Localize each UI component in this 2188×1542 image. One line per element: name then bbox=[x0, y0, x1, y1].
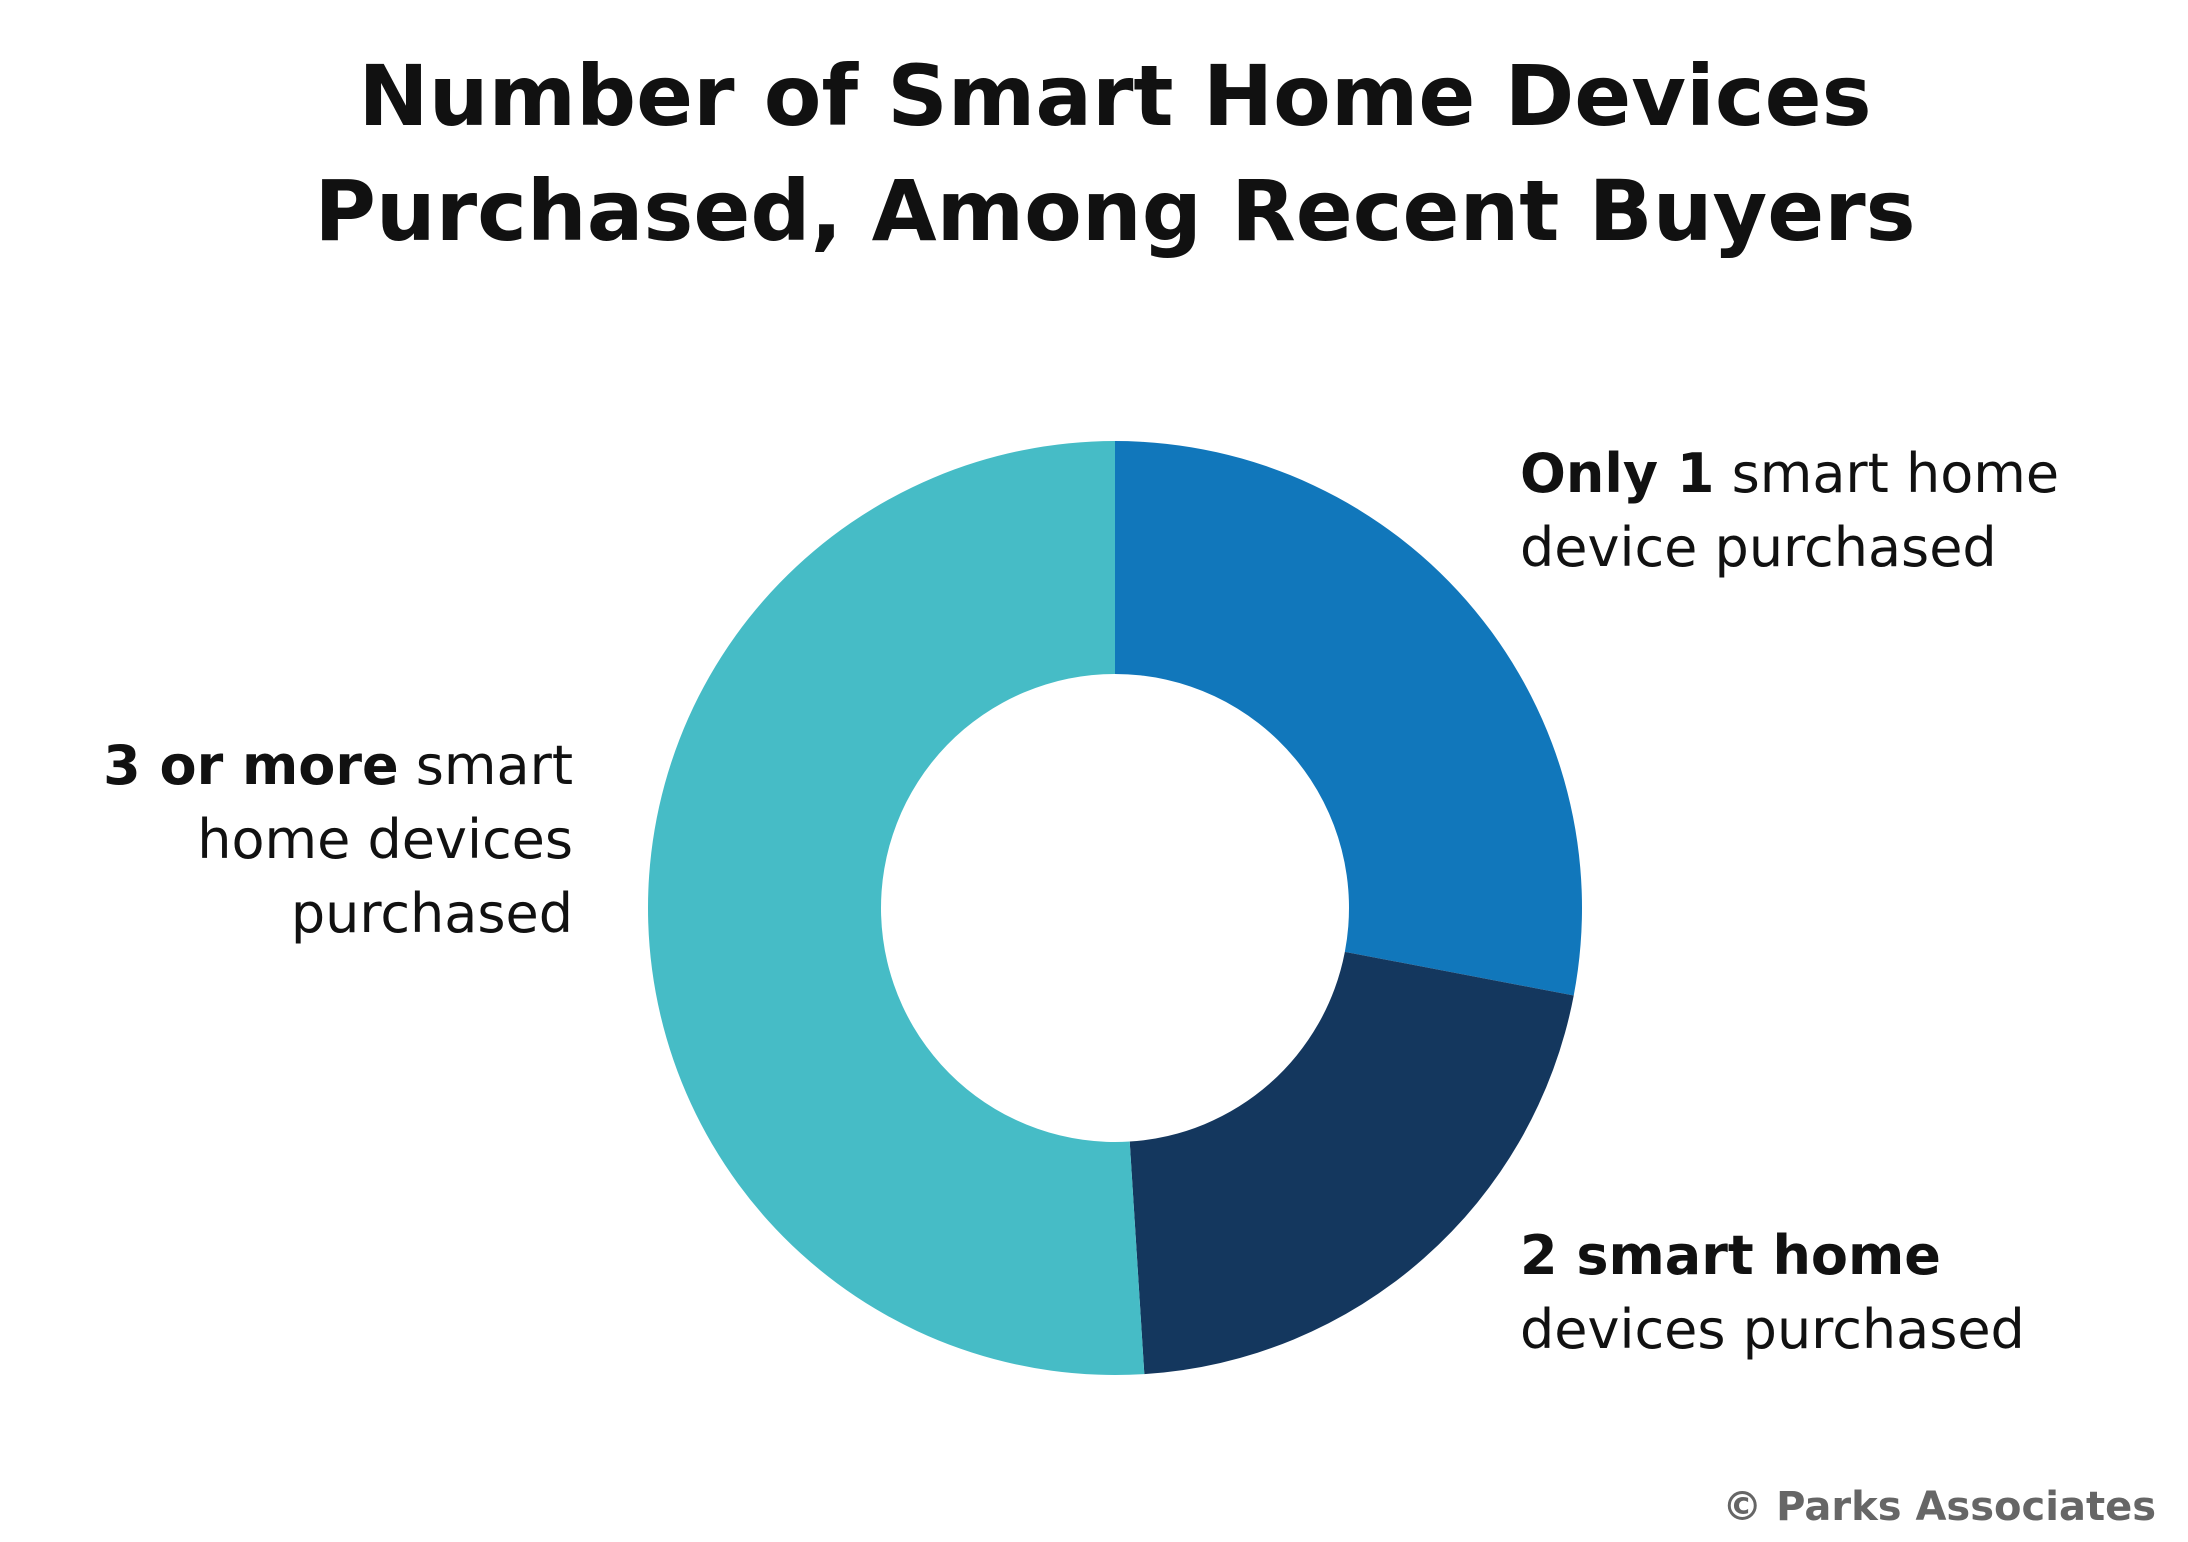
slice bbox=[648, 441, 1145, 1375]
donut bbox=[648, 441, 1582, 1375]
slice-label: 2 smart home devices purchased bbox=[1520, 1219, 2140, 1367]
chart-title: Number of Smart Home Devices bbox=[358, 47, 1871, 145]
label-bold: 3 or more bbox=[103, 734, 399, 797]
label-text: smart home device purchased bbox=[1520, 442, 2060, 579]
slice bbox=[1129, 951, 1574, 1375]
slice-label: 3 or more smart home devices purchased bbox=[53, 729, 573, 951]
chart-title: Purchased, Among Recent Buyers bbox=[314, 162, 1915, 260]
label-text: devices purchased bbox=[1520, 1298, 2025, 1361]
label-text: smart home devices purchased bbox=[197, 734, 573, 945]
source: © Parks Associates bbox=[1722, 1484, 2156, 1530]
slice-label: Only 1 smart home device purchased bbox=[1520, 437, 2140, 585]
slice bbox=[1115, 441, 1582, 996]
label-bold: Only 1 bbox=[1520, 442, 1715, 505]
label-bold: 2 smart home bbox=[1520, 1224, 1941, 1287]
